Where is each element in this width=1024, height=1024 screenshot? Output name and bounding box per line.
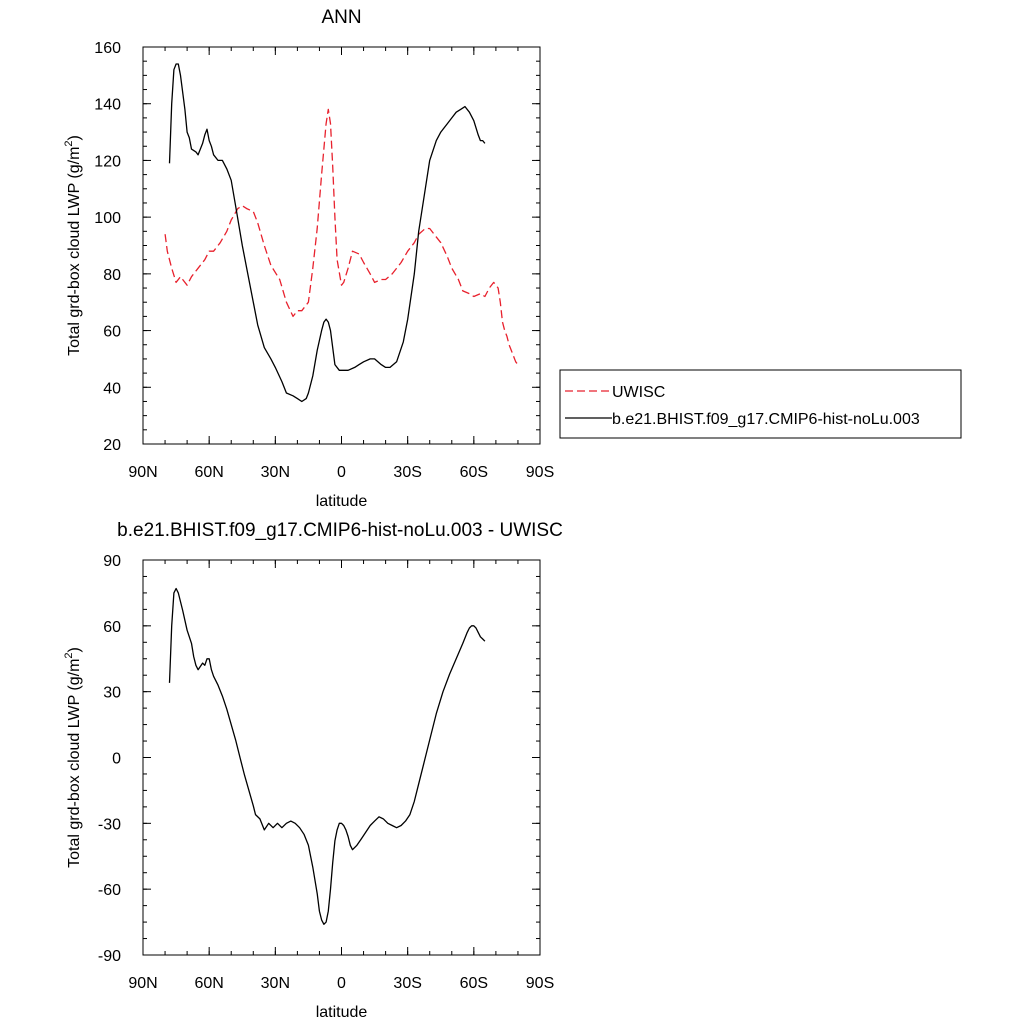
- y-tick-label: 90: [103, 553, 121, 570]
- legend: UWISC b.e21.BHIST.f09_g17.CMIP6-hist-noLu…: [559, 369, 962, 439]
- y-axis-label-text: Total grd-box cloud LWP (g/m: [66, 147, 83, 356]
- x-tick-label: 30N: [261, 975, 290, 992]
- series-line-1: [164, 108, 519, 366]
- y-tick-label: 60: [103, 619, 121, 636]
- x-tick-label: 30S: [393, 464, 421, 481]
- y-tick-label: 60: [103, 324, 121, 341]
- y-tick-label: 20: [103, 437, 121, 454]
- plot-frame: [142, 559, 541, 956]
- x-axis-label: latitude: [316, 493, 368, 510]
- x-tick-label: 90N: [128, 464, 157, 481]
- x-tick-label: 60N: [194, 975, 223, 992]
- y-axis-label-close: ): [66, 135, 83, 140]
- y-axis-label: Total grd-box cloud LWP (g/m2): [63, 135, 83, 356]
- series-line-1: [168, 587, 486, 925]
- legend-box: [559, 369, 962, 439]
- y-tick-label: 120: [94, 153, 121, 170]
- y-tick-label: 160: [94, 40, 121, 57]
- legend-label: UWISC: [612, 384, 665, 401]
- x-tick-label: 30S: [393, 975, 421, 992]
- series-line-2: [168, 63, 486, 403]
- x-axis-label: latitude: [316, 1004, 368, 1021]
- chart-1: ANN 20 40 60 80 100 120 140 160 90N 60N 30N 0 30S 60S 9…: [63, 7, 962, 510]
- chart-title: b.e21.BHIST.f09_g17.CMIP6-hist-noLu.003 …: [117, 520, 563, 541]
- x-tick-label: 0: [337, 975, 346, 992]
- legend-label: b.e21.BHIST.f09_g17.CMIP6-hist-noLu.003: [612, 411, 920, 428]
- y-tick-label: 140: [94, 97, 121, 114]
- y-tick-label: -60: [98, 882, 121, 899]
- plot-frame: [142, 46, 541, 445]
- y-axis-label: Total grd-box cloud LWP (g/m2): [63, 647, 83, 868]
- y-axis-label-sup: 2: [63, 652, 75, 658]
- y-tick-label: 30: [103, 685, 121, 702]
- y-axis-label-text: Total grd-box cloud LWP (g/m: [66, 659, 83, 868]
- y-tick-label: 80: [103, 267, 121, 284]
- x-tick-label: 90N: [128, 975, 157, 992]
- x-tick-label: 90S: [526, 975, 554, 992]
- y-tick-label: -30: [98, 816, 121, 833]
- y-tick-label: 0: [112, 751, 121, 768]
- x-tick-label: 60N: [194, 464, 223, 481]
- y-axis-label-sup: 2: [63, 140, 75, 146]
- x-tick-label: 90S: [526, 464, 554, 481]
- chart-title: ANN: [321, 7, 361, 28]
- y-tick-label: 40: [103, 380, 121, 397]
- y-axis-label-close: ): [66, 647, 83, 652]
- x-tick-label: 60S: [460, 975, 488, 992]
- x-tick-label: 60S: [460, 464, 488, 481]
- y-tick-label: -90: [98, 948, 121, 965]
- x-tick-label: 0: [337, 464, 346, 481]
- y-tick-label: 100: [94, 210, 121, 227]
- chart-2: b.e21.BHIST.f09_g17.CMIP6-hist-noLu.003 …: [63, 520, 563, 1021]
- x-tick-label: 30N: [261, 464, 290, 481]
